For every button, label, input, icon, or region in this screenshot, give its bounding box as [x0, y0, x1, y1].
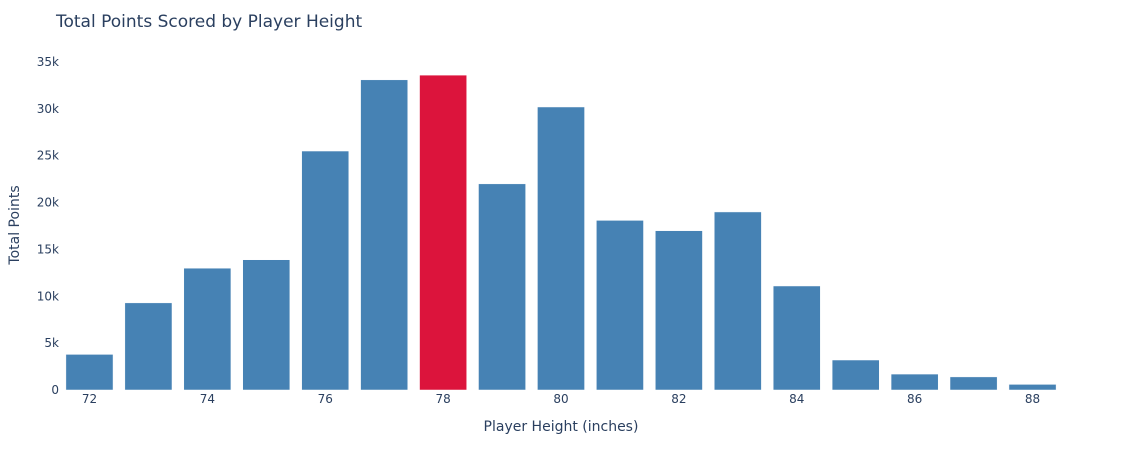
x-tick-label: 76 — [318, 392, 333, 406]
bar-84 — [772, 285, 821, 391]
x-tick-label: 86 — [907, 392, 922, 406]
y-axis-title: Total Points — [7, 185, 23, 265]
bar-77 — [360, 79, 409, 391]
chart-title: Total Points Scored by Player Height — [56, 12, 363, 32]
x-tick-label: 74 — [200, 392, 215, 406]
bar-88 — [1008, 384, 1057, 391]
x-axis-title: Player Height (inches) — [484, 419, 639, 435]
x-tick-label: 72 — [82, 392, 97, 406]
bar-80 — [537, 106, 585, 391]
bar-75 — [242, 259, 291, 391]
bar-79 — [478, 183, 526, 391]
bar-81 — [596, 220, 644, 391]
bar-74 — [183, 267, 232, 391]
bars-layer — [65, 74, 1057, 391]
bar-86 — [890, 373, 939, 391]
x-tick-label: 82 — [671, 392, 686, 406]
bar-87 — [949, 376, 998, 391]
y-tick-label: 20k — [37, 196, 59, 210]
bar-82 — [655, 230, 703, 391]
x-tick-label: 88 — [1025, 392, 1040, 406]
y-tick-label: 10k — [37, 289, 59, 303]
bar-73 — [124, 302, 173, 391]
y-tick-label: 15k — [37, 242, 59, 256]
x-tick-label: 84 — [789, 392, 804, 406]
bar-78 — [419, 74, 467, 391]
bar-76 — [301, 150, 350, 391]
y-tick-label: 25k — [37, 149, 59, 163]
y-tick-label: 5k — [44, 336, 59, 350]
y-tick-label: 30k — [37, 102, 59, 116]
x-tick-label: 80 — [553, 392, 568, 406]
y-tick-label: 35k — [37, 55, 59, 69]
x-tick-label: 78 — [435, 392, 450, 406]
bar-85 — [831, 359, 880, 391]
x-axis-ticks: 72 74 76 78 80 82 84 86 88 — [82, 392, 1040, 406]
y-axis-ticks: 0 5k 10k 15k 20k 25k 30k 35k — [37, 55, 59, 397]
bar-72 — [65, 354, 114, 391]
y-tick-label: 0 — [51, 383, 59, 397]
bar-83 — [714, 211, 762, 391]
